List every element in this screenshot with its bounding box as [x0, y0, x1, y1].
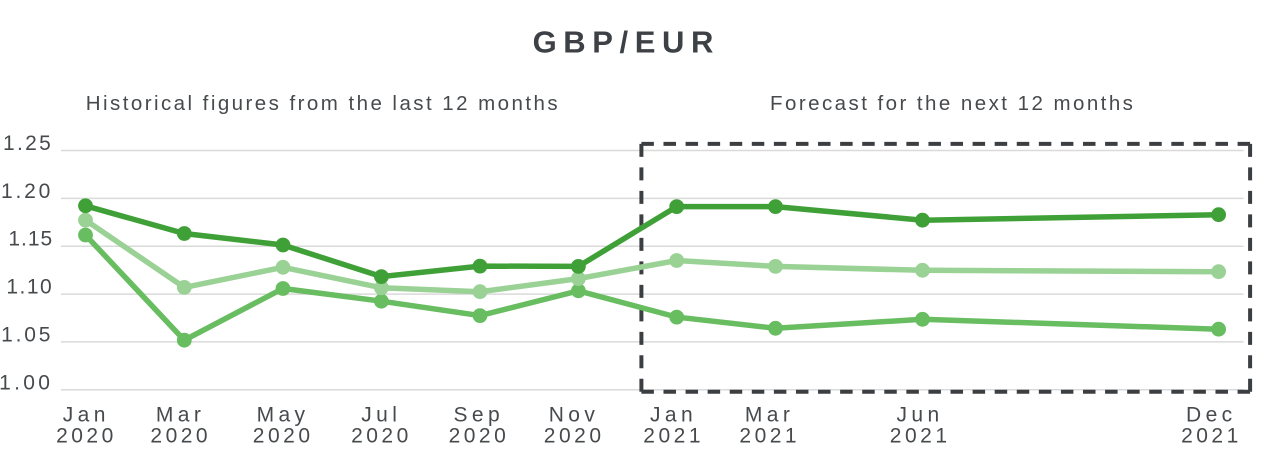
svg-text:2021: 2021 — [739, 424, 800, 447]
svg-text:1.05: 1.05 — [1, 323, 53, 346]
svg-text:2020: 2020 — [449, 424, 510, 447]
svg-text:Forecast for the next 12 month: Forecast for the next 12 months — [770, 92, 1135, 115]
svg-text:May: May — [257, 403, 310, 426]
svg-text:2021: 2021 — [643, 424, 704, 447]
svg-text:Historical figures from the la: Historical figures from the last 12 mont… — [86, 92, 560, 115]
svg-text:1.20: 1.20 — [1, 180, 53, 203]
svg-text:Dec: Dec — [1186, 403, 1237, 426]
svg-text:Mar: Mar — [745, 403, 794, 426]
svg-text:1.15: 1.15 — [8, 228, 53, 251]
svg-text:2020: 2020 — [150, 424, 211, 447]
svg-text:GBP/EUR: GBP/EUR — [533, 25, 720, 60]
svg-text:Nov: Nov — [549, 403, 600, 426]
svg-text:2021: 2021 — [890, 424, 951, 447]
svg-text:Mar: Mar — [156, 403, 205, 426]
svg-text:2020: 2020 — [351, 424, 412, 447]
svg-text:Sep: Sep — [454, 403, 505, 426]
svg-text:Jan: Jan — [650, 403, 697, 426]
svg-text:1.00: 1.00 — [0, 371, 53, 394]
svg-text:2020: 2020 — [544, 424, 605, 447]
svg-text:2020: 2020 — [253, 424, 314, 447]
svg-text:Jun: Jun — [896, 403, 943, 426]
svg-text:Jul: Jul — [361, 403, 401, 426]
svg-text:2020: 2020 — [56, 424, 117, 447]
svg-text:2021: 2021 — [1181, 424, 1242, 447]
svg-text:Jan: Jan — [63, 403, 110, 426]
svg-text:1.10: 1.10 — [6, 276, 53, 299]
svg-text:1.25: 1.25 — [3, 132, 53, 155]
